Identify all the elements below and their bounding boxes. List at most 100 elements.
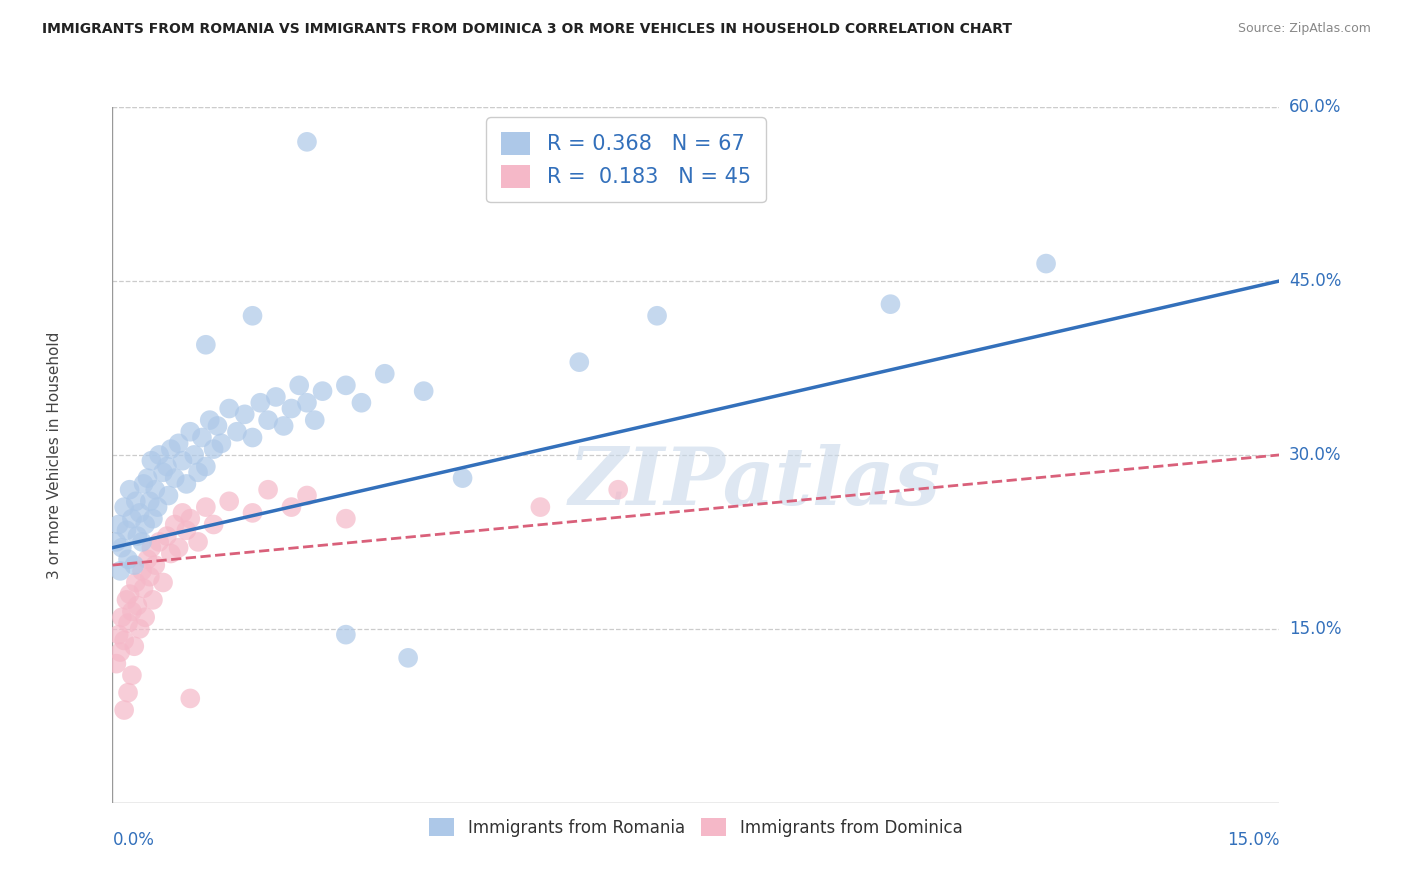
Point	[131, 534, 153, 549]
Point	[121, 511, 143, 525]
Text: 15.0%: 15.0%	[1227, 830, 1279, 848]
Point	[396, 651, 419, 665]
Point	[202, 517, 225, 532]
Point	[1035, 257, 1057, 271]
Point	[172, 506, 194, 520]
Point	[105, 534, 128, 549]
Point	[112, 500, 135, 514]
Point	[142, 511, 165, 525]
Point	[167, 436, 190, 450]
Point	[142, 592, 165, 607]
Point	[304, 413, 326, 427]
Point	[107, 628, 129, 642]
Text: 60.0%: 60.0%	[1289, 98, 1341, 116]
Point	[163, 471, 186, 485]
Point	[115, 592, 138, 607]
Point	[111, 541, 134, 555]
Text: 30.0%: 30.0%	[1289, 446, 1341, 464]
Point	[176, 523, 198, 537]
Point	[127, 529, 149, 543]
Point	[167, 541, 190, 555]
Point	[131, 564, 153, 578]
Point	[568, 355, 591, 369]
Point	[143, 483, 166, 497]
Point	[148, 448, 170, 462]
Point	[122, 639, 145, 653]
Point	[209, 436, 232, 450]
Point	[412, 384, 434, 398]
Point	[163, 517, 186, 532]
Point	[218, 494, 240, 508]
Point	[179, 511, 201, 525]
Point	[645, 309, 668, 323]
Point	[139, 570, 162, 584]
Point	[160, 546, 183, 561]
Point	[143, 558, 166, 573]
Text: 45.0%: 45.0%	[1289, 272, 1341, 290]
Point	[183, 448, 205, 462]
Text: ZIPatlas: ZIPatlas	[568, 444, 941, 522]
Point	[136, 552, 159, 566]
Point	[194, 337, 217, 351]
Point	[242, 309, 264, 323]
Point	[335, 628, 357, 642]
Text: Source: ZipAtlas.com: Source: ZipAtlas.com	[1237, 22, 1371, 36]
Point	[198, 413, 221, 427]
Point	[226, 425, 249, 439]
Point	[134, 610, 156, 624]
Point	[179, 425, 201, 439]
Point	[117, 685, 139, 699]
Point	[257, 413, 280, 427]
Point	[110, 645, 132, 659]
Point	[529, 500, 551, 514]
Text: 3 or more Vehicles in Household: 3 or more Vehicles in Household	[46, 331, 62, 579]
Point	[179, 691, 201, 706]
Legend: Immigrants from Romania, Immigrants from Dominica: Immigrants from Romania, Immigrants from…	[423, 811, 969, 843]
Point	[148, 534, 170, 549]
Text: IMMIGRANTS FROM ROMANIA VS IMMIGRANTS FROM DOMINICA 3 OR MORE VEHICLES IN HOUSEH: IMMIGRANTS FROM ROMANIA VS IMMIGRANTS FR…	[42, 22, 1012, 37]
Text: 15.0%: 15.0%	[1289, 620, 1341, 638]
Point	[141, 541, 163, 555]
Text: 0.0%: 0.0%	[112, 830, 155, 848]
Point	[607, 483, 630, 497]
Point	[127, 599, 149, 613]
Point	[118, 483, 141, 497]
Point	[233, 407, 256, 421]
Point	[117, 552, 139, 566]
Point	[176, 476, 198, 491]
Point	[107, 517, 129, 532]
Point	[311, 384, 333, 398]
Point	[152, 466, 174, 480]
Point	[105, 657, 128, 671]
Point	[242, 506, 264, 520]
Point	[451, 471, 474, 485]
Point	[112, 703, 135, 717]
Point	[249, 395, 271, 409]
Point	[112, 633, 135, 648]
Point	[264, 390, 287, 404]
Point	[295, 395, 318, 409]
Point	[139, 494, 162, 508]
Point	[125, 494, 148, 508]
Point	[121, 605, 143, 619]
Point	[152, 575, 174, 590]
Point	[335, 511, 357, 525]
Point	[156, 459, 179, 474]
Point	[187, 466, 209, 480]
Point	[295, 135, 318, 149]
Point	[128, 622, 150, 636]
Point	[207, 418, 229, 433]
Point	[273, 418, 295, 433]
Point	[111, 610, 134, 624]
Point	[146, 500, 169, 514]
Point	[187, 534, 209, 549]
Point	[156, 529, 179, 543]
Point	[136, 471, 159, 485]
Point	[128, 506, 150, 520]
Point	[157, 489, 180, 503]
Point	[117, 615, 139, 630]
Point	[194, 500, 217, 514]
Point	[295, 489, 318, 503]
Point	[122, 558, 145, 573]
Point	[374, 367, 396, 381]
